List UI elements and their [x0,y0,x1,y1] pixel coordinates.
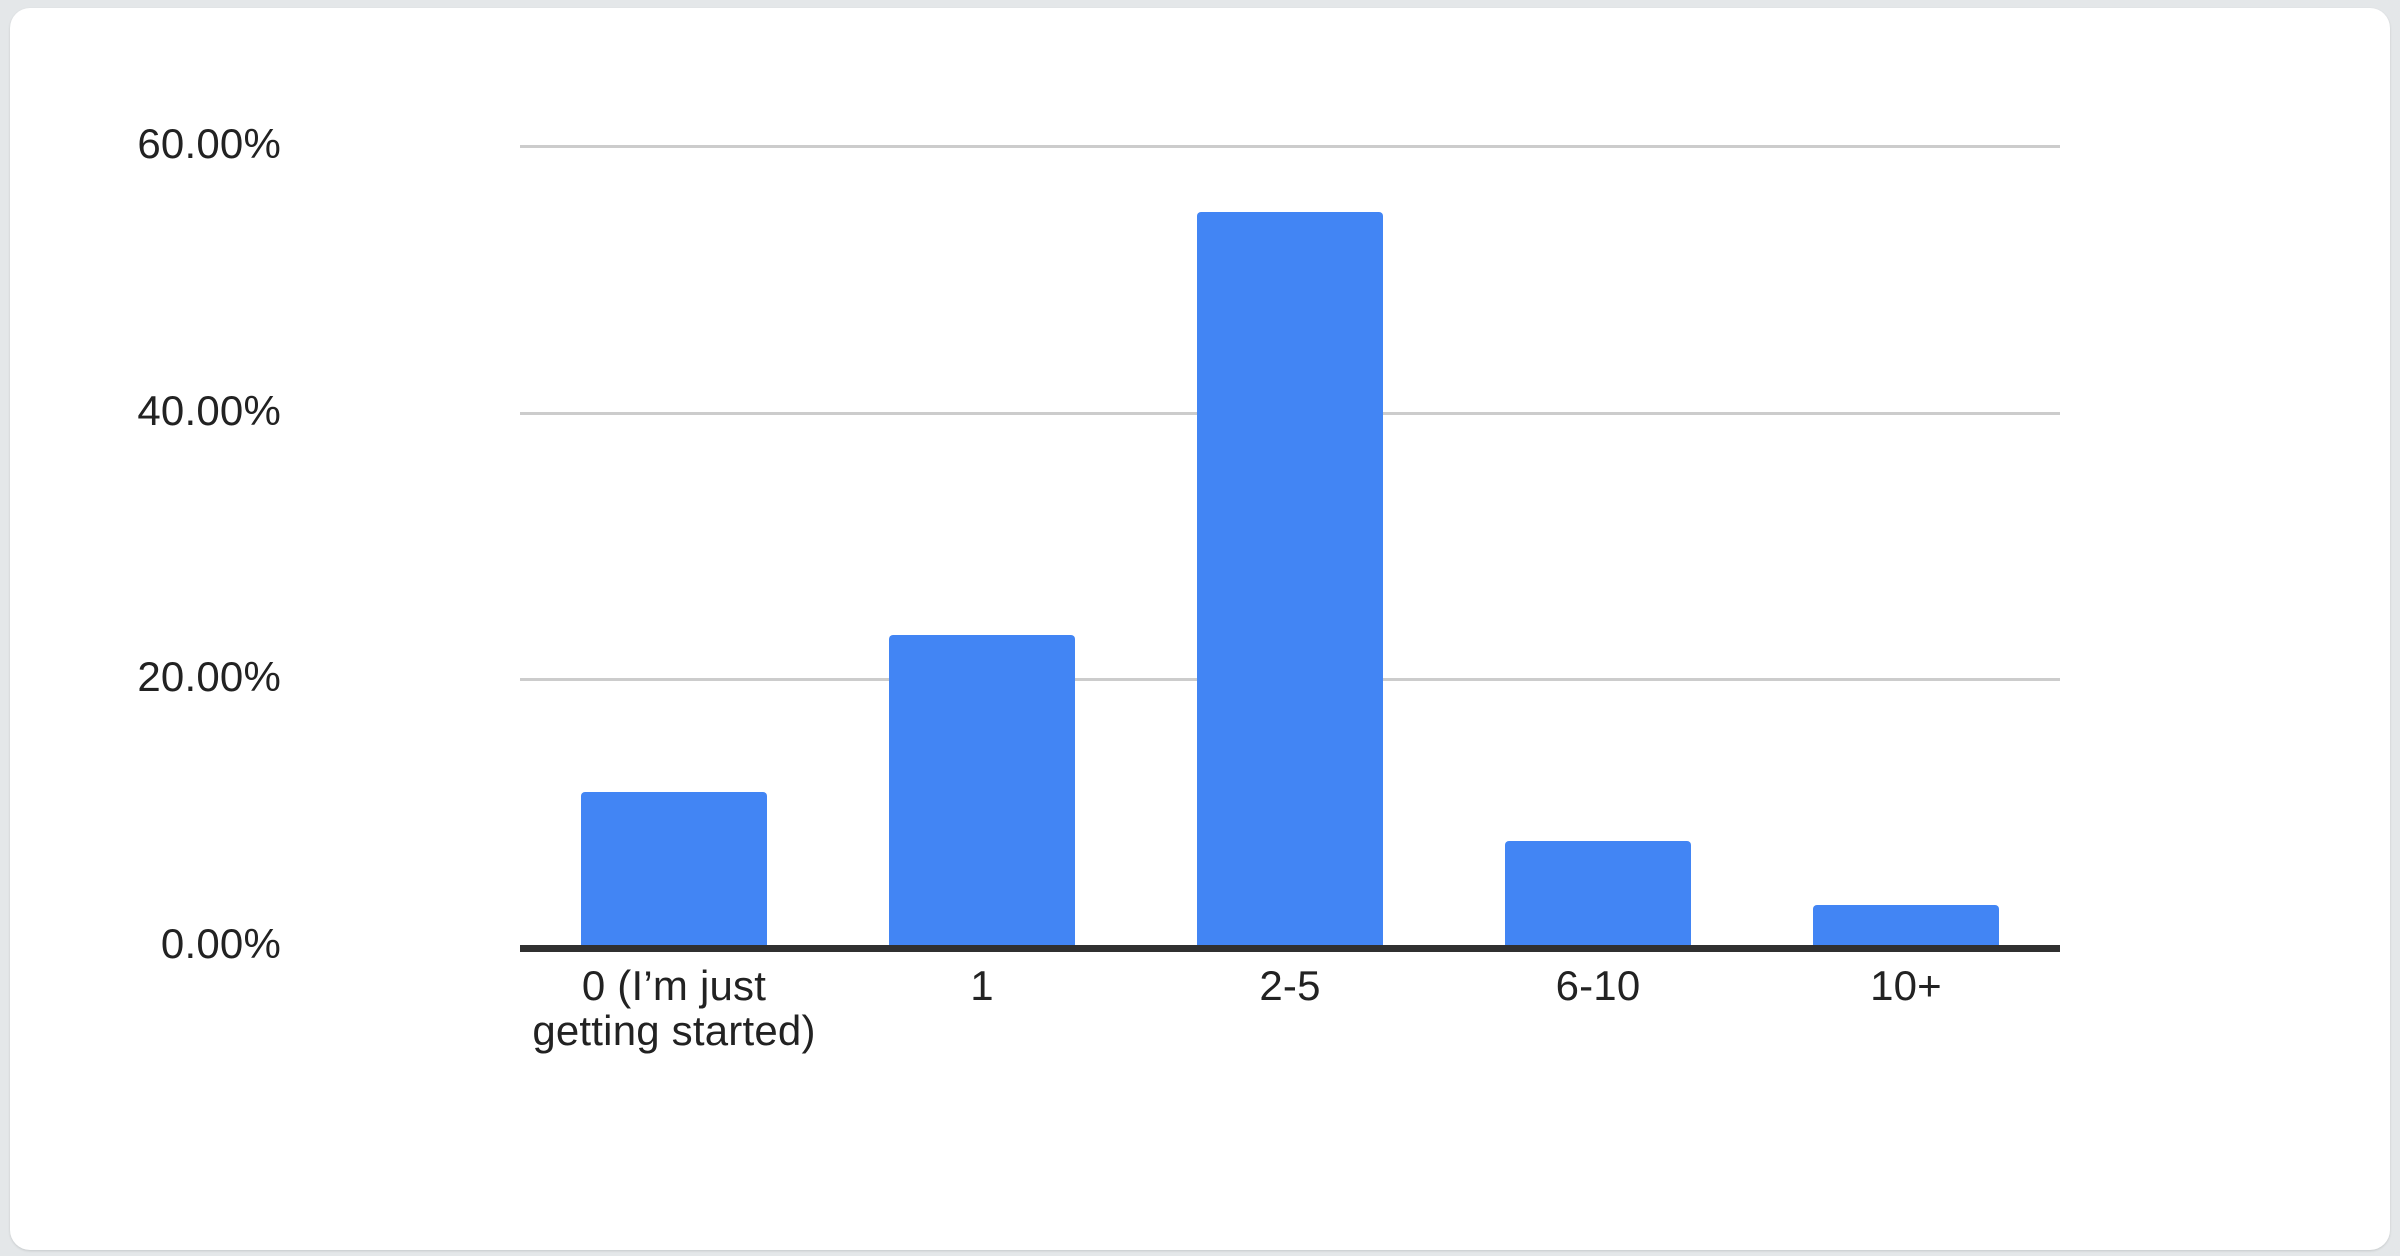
bar-chart: 60.00% 40.00% 20.00% 0.00% 0 (I’m just g… [10,8,2390,1250]
bar-1[interactable] [889,635,1075,945]
x-axis-tick-label-3: 6-10 [1555,962,1641,1009]
x-axis-tick-label-1: 1 [970,962,994,1009]
y-axis-tick-label-20: 20.00% [137,653,281,700]
y-axis-tick-label-40: 40.00% [137,387,281,434]
bar-2[interactable] [1197,212,1383,945]
gridline-60 [520,145,2060,148]
x-axis-line [520,945,2060,952]
chart-card: 60.00% 40.00% 20.00% 0.00% 0 (I’m just g… [10,8,2390,1250]
bar-3[interactable] [1505,841,1691,945]
bar-4[interactable] [1813,905,1999,945]
y-axis-tick-label-60: 60.00% [137,120,281,167]
x-axis-tick-label-4: 10+ [1870,962,1942,1009]
x-axis-tick-label-2: 2-5 [1259,962,1321,1009]
y-axis-tick-label-0: 0.00% [160,920,281,967]
bar-0[interactable] [581,792,767,945]
x-axis-tick-label-0: 0 (I’m just getting started) [532,962,816,1055]
